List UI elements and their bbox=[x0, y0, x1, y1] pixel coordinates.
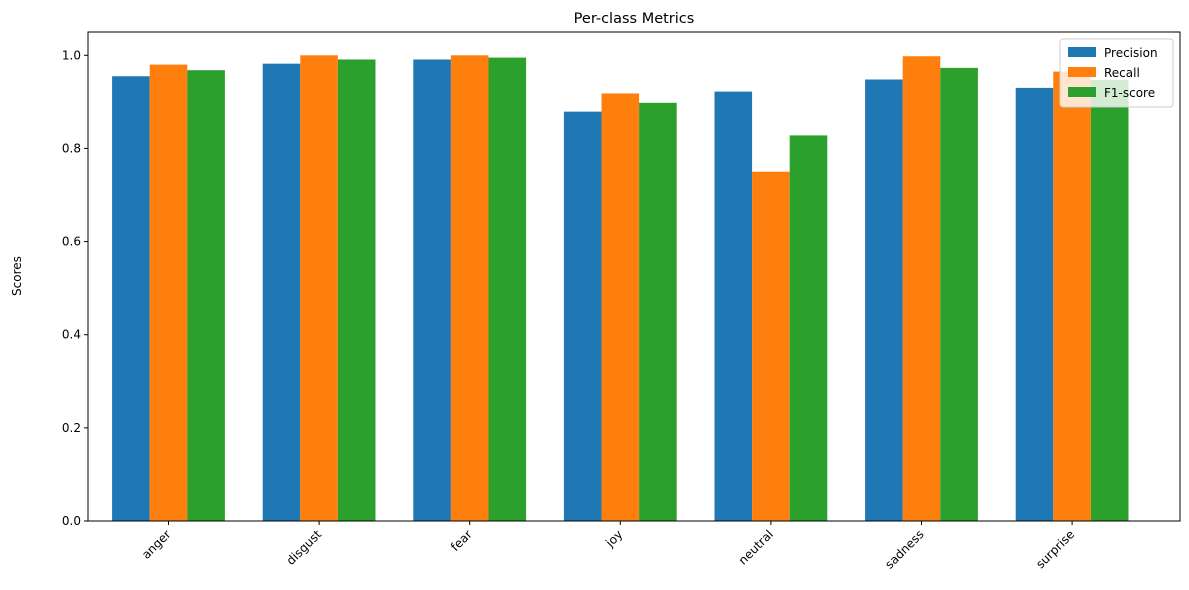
legend: Precision Recall F1-score bbox=[1059, 38, 1174, 108]
y-tick-label: 0.4 bbox=[62, 328, 81, 342]
y-tick-label: 0.0 bbox=[62, 514, 81, 528]
plot-frame bbox=[87, 31, 1181, 522]
y-tick-label: 0.2 bbox=[62, 421, 81, 435]
legend-swatch-recall bbox=[1068, 67, 1096, 77]
bar-precision-sadness bbox=[865, 79, 903, 521]
bar-f1-score-surprise bbox=[1090, 79, 1129, 521]
y-tick-label: 1.0 bbox=[62, 48, 81, 62]
y-tick-label: 0.8 bbox=[62, 141, 81, 155]
bar-precision-fear bbox=[413, 59, 451, 521]
y-tick-label: 0.6 bbox=[62, 235, 81, 249]
y-axis-label: Scores bbox=[10, 256, 24, 296]
bar-recall-surprise bbox=[1053, 71, 1091, 521]
bar-precision-neutral bbox=[714, 91, 753, 522]
bar-precision-joy bbox=[563, 111, 602, 521]
y-axis: 0.0 0.2 0.4 0.6 0.8 1.0 bbox=[62, 48, 88, 528]
bar-precision-anger bbox=[112, 76, 150, 522]
bar-precision-surprise bbox=[1015, 87, 1054, 521]
bars-group bbox=[112, 55, 1129, 522]
legend-swatch-precision bbox=[1068, 47, 1096, 57]
bar-f1-score-fear bbox=[488, 57, 527, 522]
bar-recall-anger bbox=[149, 64, 188, 521]
bar-recall-disgust bbox=[300, 55, 338, 521]
bar-precision-disgust bbox=[262, 63, 301, 522]
bar-f1-score-joy bbox=[639, 102, 677, 521]
bar-f1-score-neutral bbox=[789, 135, 828, 521]
bar-recall-neutral bbox=[752, 171, 790, 521]
bar-recall-joy bbox=[601, 93, 640, 521]
legend-label-f1-score: F1-score bbox=[1104, 86, 1155, 100]
bar-f1-score-sadness bbox=[940, 67, 978, 522]
bar-f1-score-disgust bbox=[337, 59, 376, 521]
bar-f1-score-anger bbox=[187, 70, 225, 521]
bar-recall-sadness bbox=[902, 56, 941, 521]
legend-label-precision: Precision bbox=[1104, 46, 1158, 60]
legend-swatch-f1-score bbox=[1068, 87, 1096, 97]
legend-label-recall: Recall bbox=[1104, 66, 1140, 80]
bar-recall-fear bbox=[450, 55, 489, 521]
chart-title: Per-class Metrics bbox=[574, 11, 695, 27]
